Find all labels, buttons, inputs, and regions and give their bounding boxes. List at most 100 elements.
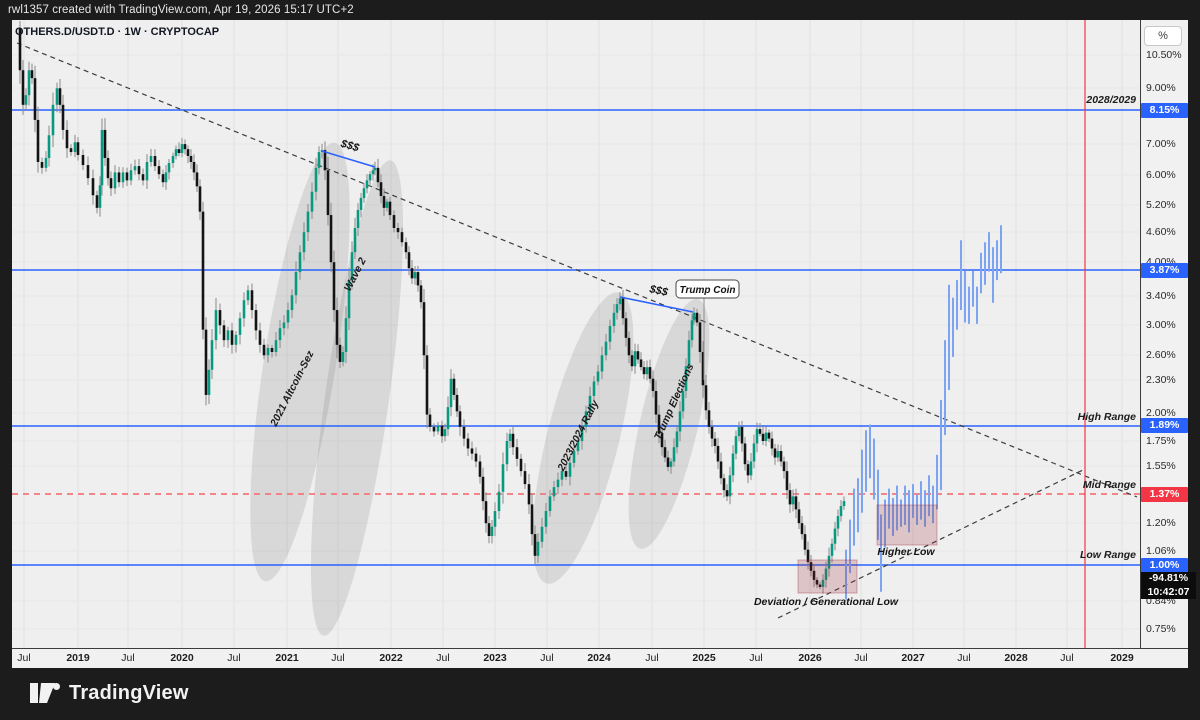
chart-panel[interactable] [12, 20, 1188, 668]
projection-bar [948, 284, 950, 391]
price-tick: 3.40% [1146, 290, 1176, 302]
candle-body [404, 242, 408, 253]
candle-body [129, 170, 133, 181]
projection-bar [972, 270, 974, 307]
candle-body [270, 347, 274, 353]
time-tick-year: 2024 [587, 652, 611, 664]
percent-scale-button[interactable]: % [1144, 26, 1182, 46]
candle-body [698, 322, 702, 353]
projection-bar [857, 478, 859, 533]
time-tick-month: Jul [227, 652, 241, 664]
projection-bar [968, 286, 970, 324]
candle-body [527, 484, 531, 505]
candle-body [302, 232, 306, 253]
price-tick: 10.50% [1146, 49, 1182, 61]
candle-body [310, 191, 314, 212]
candle-body [446, 407, 450, 430]
candle-body [329, 215, 333, 263]
candle-body [540, 526, 544, 542]
candle-body [505, 441, 509, 465]
candle-body [701, 352, 705, 386]
candle-body [478, 461, 482, 477]
symbol-legend[interactable]: OTHERS.D/USDT.D · 1W · CRYPTOCAP [15, 26, 220, 38]
candle-body [743, 443, 747, 465]
attribution-text: rwl1357 created with TradingView.com, Ap… [8, 4, 354, 16]
peak-connector-line[interactable] [619, 296, 694, 313]
text-annotation[interactable]: Higher Low [877, 546, 935, 558]
candle-body [106, 157, 110, 179]
dollar-annotation[interactable]: $$$ [647, 283, 669, 299]
ascending-support[interactable] [777, 468, 1086, 619]
candle-body [214, 310, 218, 341]
dollar-annotation[interactable]: $$$ [338, 138, 361, 155]
candle-body [788, 490, 792, 505]
candle-body [250, 290, 254, 311]
time-tick-month: Jul [645, 652, 659, 664]
price-line-badge-8.15%: 8.15% [1141, 102, 1188, 118]
price-line-badge-1.89%: 1.89% [1141, 417, 1188, 433]
higher-low-zone[interactable] [876, 504, 938, 546]
candle-body [618, 298, 622, 305]
price-line-badge-1.00%: 1.00% [1141, 557, 1188, 573]
projection-bar [880, 514, 882, 592]
highlight-ellipse[interactable] [230, 137, 371, 587]
candle-body [410, 268, 414, 279]
candle-body [752, 443, 756, 462]
projection-bar [869, 424, 871, 479]
descending-resistance[interactable] [16, 42, 1138, 498]
time-axis[interactable]: Jul 2019 Jul 2020 Jul 2021 Jul 2022 Jul 2023 Jul 20… [12, 648, 1188, 668]
candle-body [725, 490, 729, 497]
candle-body [746, 464, 750, 476]
candle-body [69, 148, 73, 153]
price-change-countdown-badge: -94.81% 10:42:07 [1141, 572, 1196, 599]
time-tick-year: 2028 [1004, 652, 1028, 664]
candle-body [373, 167, 377, 171]
time-tick-month: Jul [749, 652, 763, 664]
candle-body [98, 185, 102, 208]
tradingview-logo[interactable]: TradingView [30, 680, 189, 706]
candle-body [186, 149, 190, 156]
highlight-ellipse[interactable] [292, 156, 422, 640]
candle-body [803, 534, 807, 550]
candle-body [633, 351, 637, 367]
candle-body [568, 462, 572, 477]
candle-body [161, 174, 165, 183]
peak-connector-line[interactable] [321, 150, 376, 168]
price-axis[interactable]: % -94.81% 10:42:07 10.50% 9.00% 7.00% 6.00%… [1140, 20, 1196, 648]
candle-body [800, 523, 804, 535]
candle-body [556, 479, 560, 488]
text-annotation[interactable]: Deviation / Generational Low [754, 596, 899, 608]
candle-body [266, 347, 270, 356]
candle-body [761, 433, 765, 442]
projection-bar [892, 497, 894, 537]
candle-body [353, 227, 357, 253]
candle-body [359, 198, 363, 210]
projection-bar [936, 454, 938, 510]
candle-body [254, 310, 258, 331]
projection-bar [964, 270, 966, 323]
candle-body [183, 144, 187, 150]
candle-body [290, 295, 294, 311]
time-tick-month: Jul [331, 652, 345, 664]
projection-bar [924, 490, 926, 527]
candle-body [362, 188, 366, 199]
candle-body [690, 320, 694, 341]
deviation-low-zone[interactable] [797, 559, 858, 594]
candle-body [332, 262, 336, 311]
candle-body [452, 378, 456, 395]
candle-body [536, 541, 540, 556]
candle-body [588, 395, 592, 412]
price-tick: 2.60% [1146, 349, 1176, 361]
candle-body [501, 464, 505, 492]
callout-box[interactable] [675, 279, 740, 299]
candle-body [76, 142, 80, 156]
time-tick-month: Jul [854, 652, 868, 664]
candle-body [347, 280, 351, 319]
candle-body [388, 201, 392, 216]
candle-body [149, 155, 153, 163]
candle-body [511, 433, 515, 448]
time-tick-year: 2020 [170, 652, 194, 664]
projection-bar [865, 430, 867, 492]
